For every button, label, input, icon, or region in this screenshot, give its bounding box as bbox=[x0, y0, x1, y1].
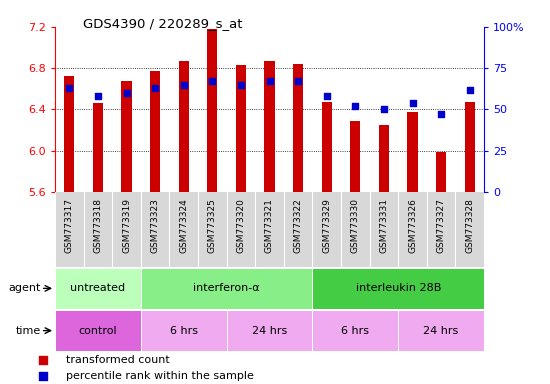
Text: GDS4390 / 220289_s_at: GDS4390 / 220289_s_at bbox=[82, 17, 242, 30]
Text: GSM773327: GSM773327 bbox=[437, 198, 446, 253]
Text: GSM773330: GSM773330 bbox=[351, 198, 360, 253]
Point bbox=[94, 93, 102, 99]
Bar bbox=[465, 102, 475, 192]
Text: GSM773322: GSM773322 bbox=[294, 198, 302, 253]
Point bbox=[437, 111, 446, 118]
Bar bbox=[350, 121, 360, 192]
Bar bbox=[207, 29, 217, 192]
Bar bbox=[141, 268, 312, 309]
Text: GSM773318: GSM773318 bbox=[94, 198, 102, 253]
Bar bbox=[93, 103, 103, 192]
Bar bbox=[398, 310, 484, 351]
Bar bbox=[179, 61, 189, 192]
Bar bbox=[150, 71, 160, 192]
Text: GSM773329: GSM773329 bbox=[322, 198, 331, 253]
Text: interleukin 28B: interleukin 28B bbox=[355, 283, 441, 293]
Text: time: time bbox=[15, 326, 41, 336]
Text: GSM773328: GSM773328 bbox=[465, 198, 474, 253]
Point bbox=[39, 357, 47, 363]
Bar bbox=[55, 310, 141, 351]
Bar bbox=[312, 310, 398, 351]
Text: 6 hrs: 6 hrs bbox=[342, 326, 369, 336]
Text: 24 hrs: 24 hrs bbox=[424, 326, 459, 336]
Bar bbox=[293, 64, 303, 192]
Point bbox=[236, 82, 245, 88]
Text: control: control bbox=[79, 326, 117, 336]
Point bbox=[351, 103, 360, 109]
Text: GSM773317: GSM773317 bbox=[65, 198, 74, 253]
Bar bbox=[122, 81, 131, 192]
Text: transformed count: transformed count bbox=[67, 355, 170, 365]
Point bbox=[265, 78, 274, 84]
Text: GSM773323: GSM773323 bbox=[151, 198, 160, 253]
Point bbox=[208, 78, 217, 84]
Bar bbox=[436, 152, 446, 192]
Bar bbox=[236, 65, 246, 192]
Point bbox=[122, 90, 131, 96]
Point bbox=[39, 373, 47, 379]
Text: GSM773320: GSM773320 bbox=[236, 198, 245, 253]
Bar bbox=[408, 111, 417, 192]
Bar bbox=[322, 102, 332, 192]
Bar bbox=[141, 310, 227, 351]
Point bbox=[465, 86, 474, 93]
Point bbox=[65, 85, 74, 91]
Point bbox=[322, 93, 331, 99]
Text: GSM773325: GSM773325 bbox=[208, 198, 217, 253]
Text: GSM773331: GSM773331 bbox=[379, 198, 388, 253]
Point bbox=[151, 85, 160, 91]
Text: 6 hrs: 6 hrs bbox=[170, 326, 197, 336]
Text: untreated: untreated bbox=[70, 283, 125, 293]
Point bbox=[294, 78, 302, 84]
Bar bbox=[265, 61, 274, 192]
Text: 24 hrs: 24 hrs bbox=[252, 326, 287, 336]
Bar bbox=[227, 310, 312, 351]
Bar bbox=[312, 268, 484, 309]
Bar bbox=[55, 268, 141, 309]
Text: percentile rank within the sample: percentile rank within the sample bbox=[67, 371, 254, 381]
Text: GSM773324: GSM773324 bbox=[179, 198, 188, 253]
Text: interferon-α: interferon-α bbox=[193, 283, 260, 293]
Point bbox=[179, 82, 188, 88]
Text: GSM773319: GSM773319 bbox=[122, 198, 131, 253]
Text: agent: agent bbox=[8, 283, 41, 293]
Text: GSM773326: GSM773326 bbox=[408, 198, 417, 253]
Point bbox=[408, 100, 417, 106]
Bar bbox=[64, 76, 74, 192]
Point bbox=[379, 106, 388, 113]
Text: GSM773321: GSM773321 bbox=[265, 198, 274, 253]
Bar bbox=[379, 125, 389, 192]
